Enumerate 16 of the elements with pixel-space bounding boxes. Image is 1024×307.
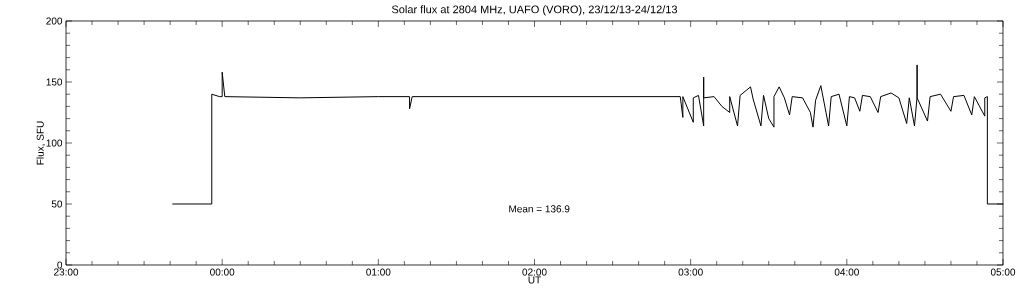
x-tick-label: 01:00 xyxy=(366,268,391,276)
x-tick-label: 23:00 xyxy=(54,268,79,276)
x-tick-label: 04:00 xyxy=(834,268,859,276)
chart-title: Solar flux at 2804 MHz, UAFO (VORO), 23/12/13-24/12/13 xyxy=(391,5,678,16)
x-tick-label: 05:00 xyxy=(990,268,1016,276)
y-axis-title: Flux, SFU xyxy=(36,121,45,165)
y-tick-label: 0 xyxy=(57,261,63,269)
x-tick-label: 02:00 xyxy=(522,268,547,276)
annotation: Mean = 136.9 xyxy=(509,205,570,213)
y-tick-label: 50 xyxy=(51,200,63,208)
x-axis-title: UT xyxy=(528,276,541,284)
x-tick-label: 03:00 xyxy=(678,268,703,276)
y-tick-label: 150 xyxy=(46,78,63,86)
y-tick-label: 100 xyxy=(46,139,63,147)
y-tick-label: 200 xyxy=(46,17,63,25)
x-tick-label: 00:00 xyxy=(210,268,235,276)
